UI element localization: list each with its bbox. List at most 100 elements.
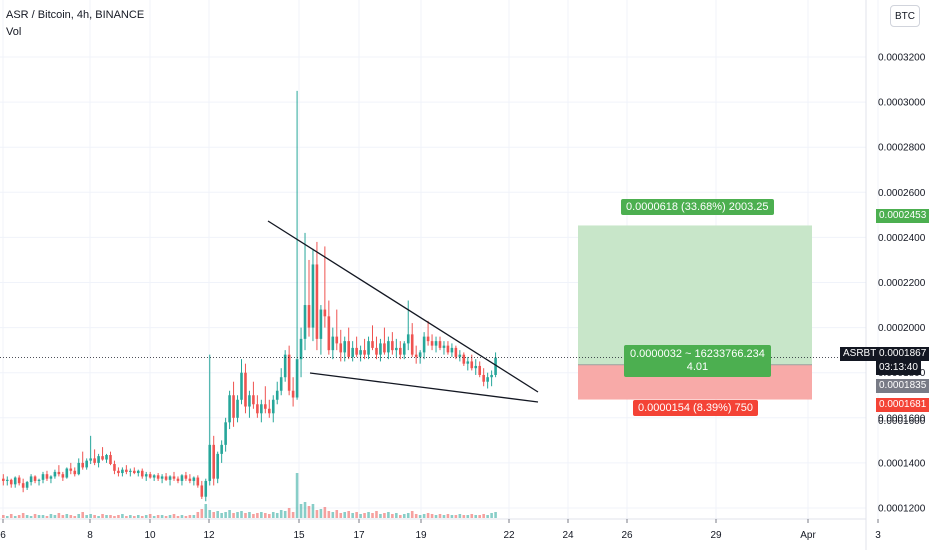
volume-bar [351,513,354,518]
volume-bar [399,515,402,518]
volume-bar [220,513,223,518]
entry-label-line1: 0.0000032 ~ 16233766.234 [630,348,765,360]
volume-bar [212,512,216,518]
volume-bar [402,514,406,518]
currency-button[interactable]: BTC [890,5,920,27]
profit-zone[interactable] [578,225,812,365]
volume-bar [438,514,442,518]
volume-bar [136,515,140,518]
volume-bar [323,507,327,518]
loss-label: 0.0000154 (8.39%) 750 [633,400,758,416]
volume-bar [85,515,88,518]
entry-label: 0.0000032 ~ 16233766.234 4.01 [624,345,771,377]
entry-label-line2: 4.01 [686,361,709,373]
volume-bar [446,514,450,518]
volume-bar [307,506,311,518]
time-tick-label: Apr [800,530,816,541]
volume-bar [240,511,243,518]
time-tick-label: 12 [203,530,215,541]
candle-body [129,470,132,472]
wedge-trendlines[interactable] [267,220,539,403]
candle-body [462,354,466,364]
entry-price-tag: 0.0001835 [876,379,930,393]
candle-body [347,341,350,357]
candle-body [133,470,136,474]
volume-bar [144,515,148,518]
candle-body [311,264,315,328]
candle-body [65,468,69,478]
candle-body [363,350,366,355]
candle-body [371,341,374,348]
candle-body [152,475,156,478]
candle-body [391,341,394,351]
candle-body [426,336,430,342]
candle-body [77,462,81,475]
candle-body [450,347,454,353]
countdown-tag: 03:13:40 [876,361,921,375]
candle-body [121,469,124,474]
candle-body [85,460,88,468]
candle-body [232,395,235,418]
price-tick-label: 0.0002800 [878,143,926,154]
price-axis[interactable]: 0.0003200 0.0003000 0.0002800 0.0002600 0.00… [878,53,926,515]
volume-bar [105,515,108,518]
volume-bar [410,511,414,518]
candle-body [73,470,77,475]
candle-body [69,468,73,471]
wedge-lower-trendline[interactable] [309,372,539,403]
price-tick-label: 0.0001400 [878,458,926,469]
volume-bar [25,515,29,518]
volume-bar [291,512,295,518]
candle-body [93,458,96,463]
volume-bar [422,514,426,518]
volume-bar [331,512,335,518]
candle-body [482,374,485,382]
candle-body [466,361,470,364]
candle-body [49,476,53,479]
candle-body [97,456,100,463]
wedge-upper-trendline[interactable] [267,220,539,393]
volume-bar [406,513,410,518]
volume-bar [426,513,430,518]
candle-body [414,354,418,357]
volume-bar [129,515,132,518]
candle-body [216,453,219,479]
stop-price-tag: 0.0001681 [876,398,930,412]
candle-body [494,357,497,375]
volume-bar [152,516,156,518]
volume-bar [442,515,446,518]
candle-body [307,305,311,328]
volume-bar [311,504,315,518]
candle-body [184,475,188,479]
volume-bar [216,511,219,518]
candle-body [196,477,200,486]
candle-body [402,343,406,355]
time-tick-label: 3 [875,530,881,541]
time-tick-label: 8 [87,530,93,541]
candle-body [260,404,263,414]
volume-bar [315,510,319,518]
candle-body [57,471,61,475]
candle-body [156,475,160,479]
volume-bar [37,515,41,518]
volume-bar [109,515,112,518]
time-axis[interactable]: 6 8 10 12 15 17 19 22 24 26 29 Apr 3 [0,519,881,541]
volume-bar [2,515,5,518]
candle-body [101,456,104,460]
volume-bar [188,515,192,518]
candle-body [2,478,5,481]
volume-bar [133,516,136,518]
volume-bar [462,515,466,518]
last-price-tag: 0.0001867 [876,347,930,361]
time-tick-label: 17 [353,530,365,541]
candle-body [359,350,362,355]
volume-bar [172,514,176,518]
candle-body [160,476,164,479]
volume-bar [89,514,92,518]
candle-body [339,343,343,353]
candle-body [117,470,120,474]
volume-bar [13,516,17,518]
volume-bar [125,516,128,518]
volume-bar [160,515,164,518]
